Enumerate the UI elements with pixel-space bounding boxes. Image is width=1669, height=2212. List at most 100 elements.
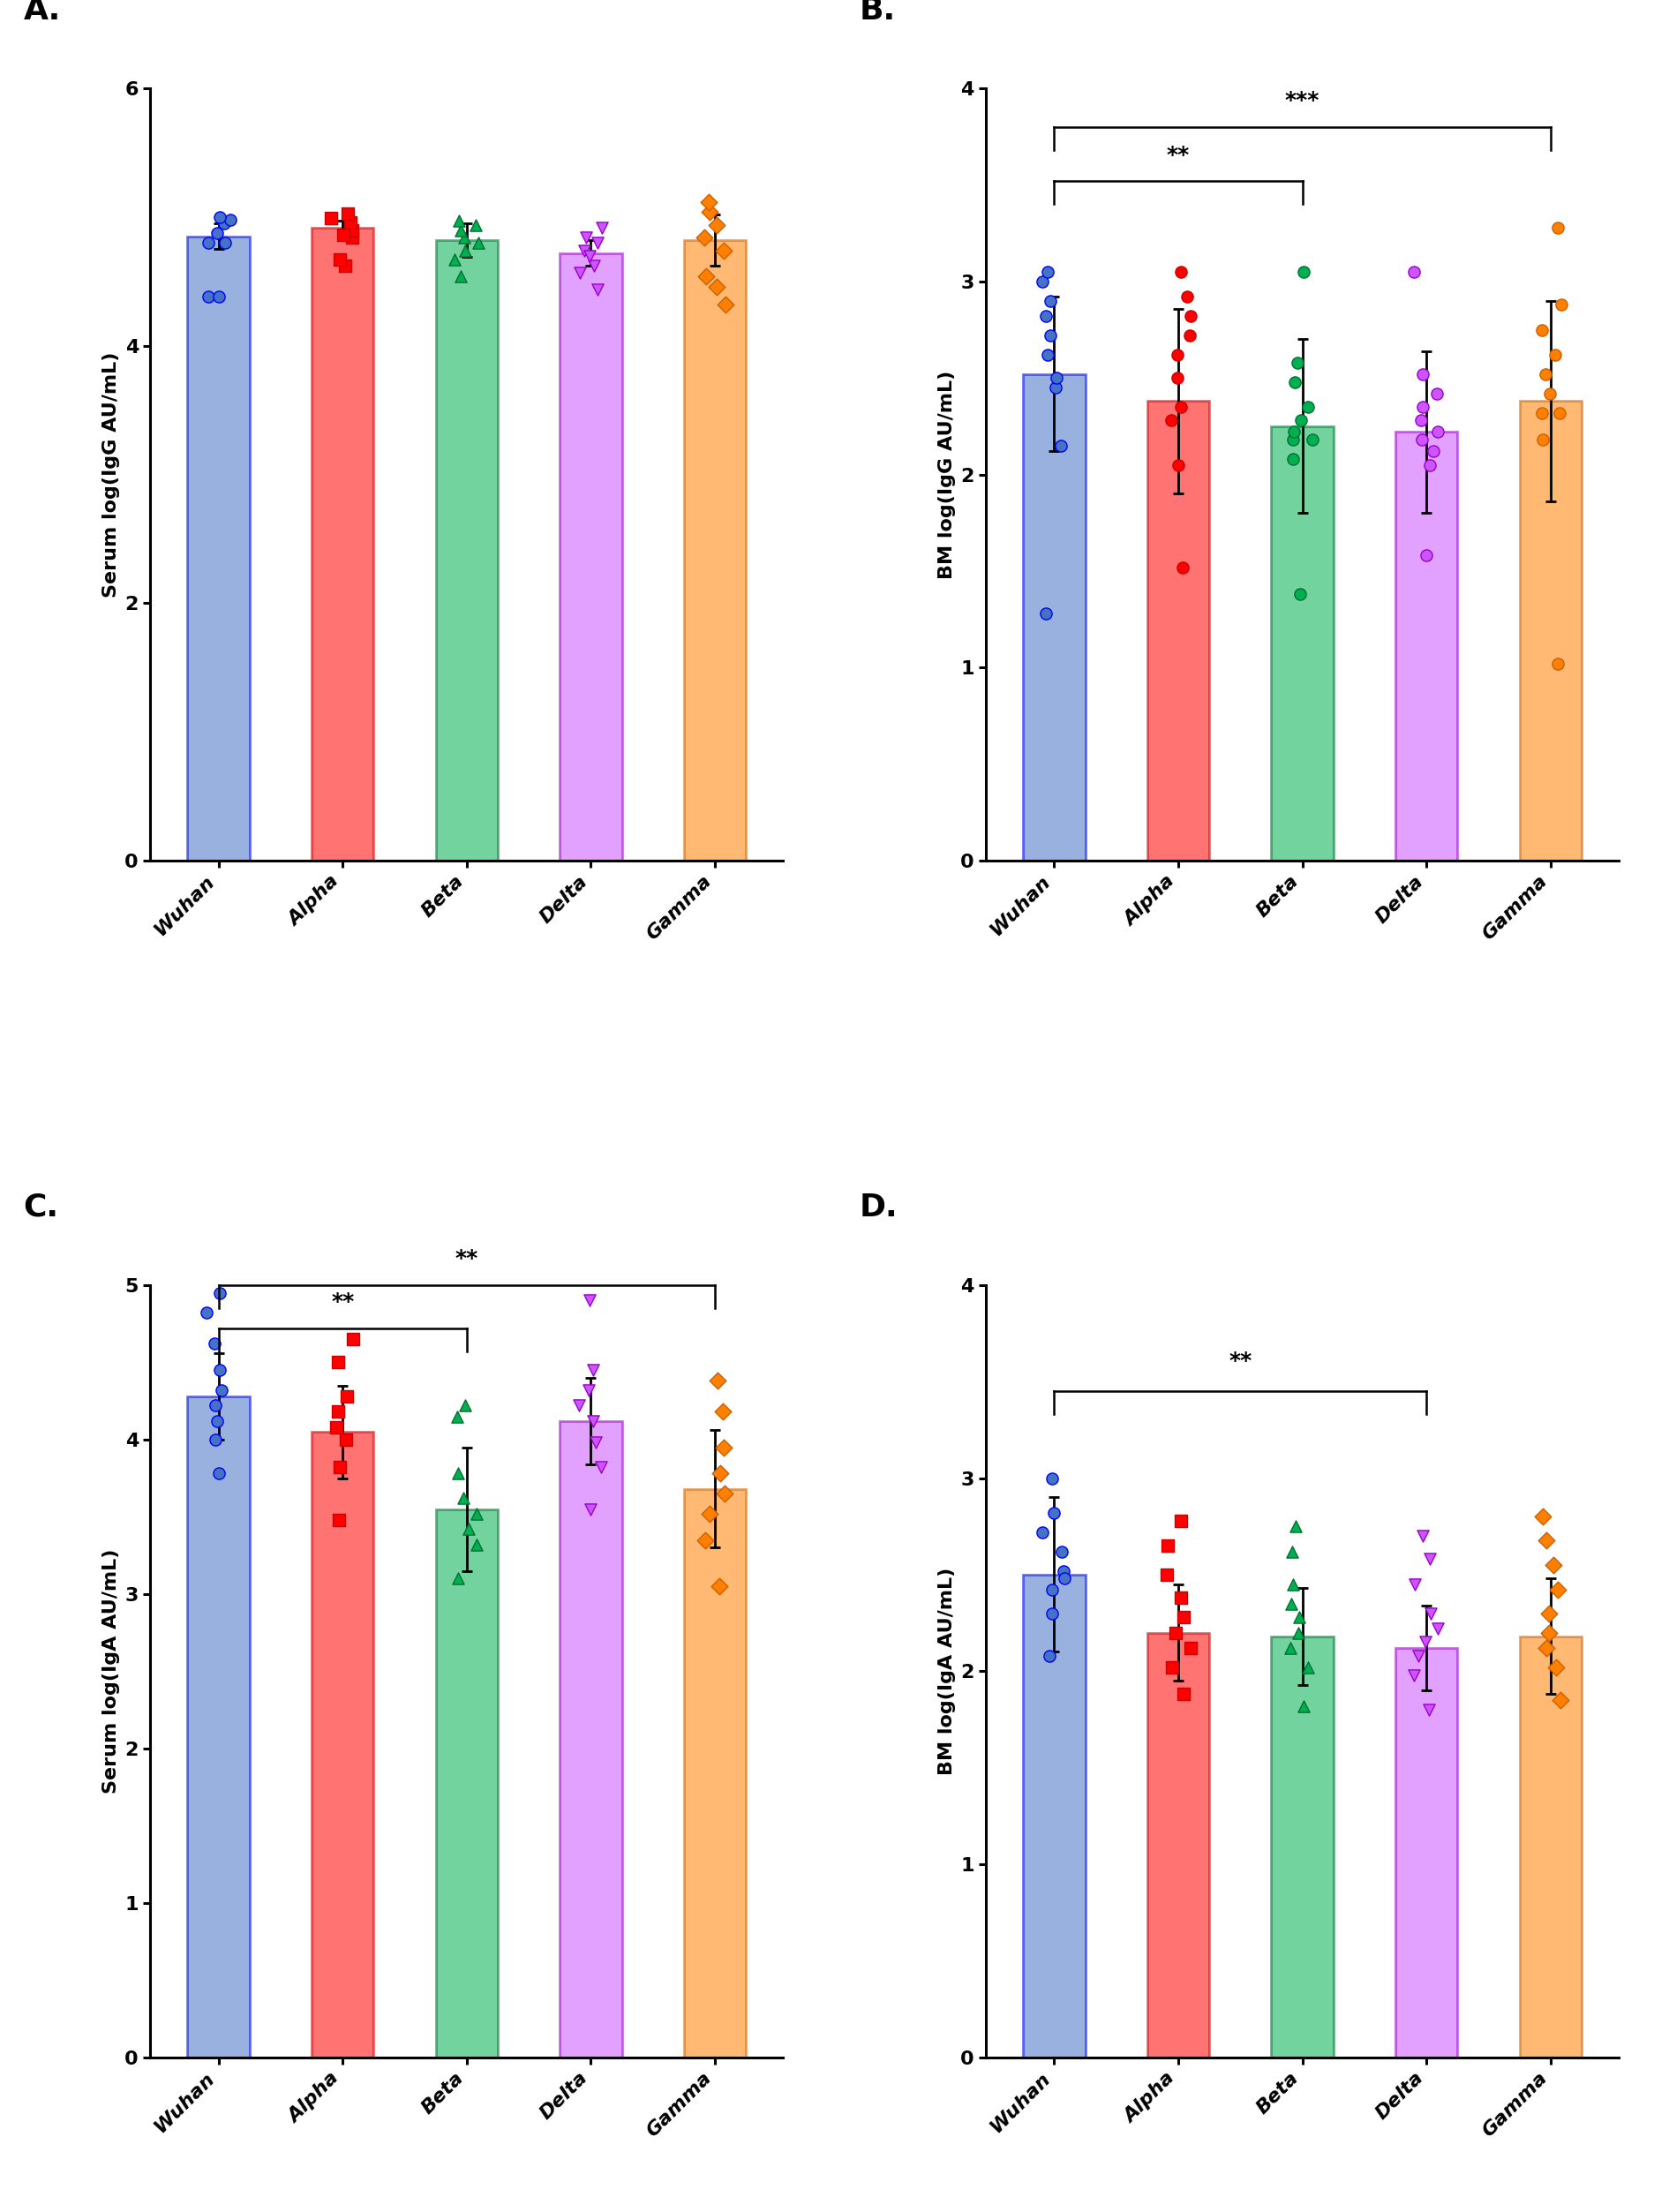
Point (1409, 1517, 1435, 1553)
Point (1278, 1533, 1305, 1568)
Point (1165, 447, 1192, 482)
Point (709, 1394, 736, 1429)
Point (1280, 422, 1307, 458)
Point (1290, 1688, 1317, 1723)
Point (444, 1398, 471, 1433)
Point (1167, 254, 1193, 290)
Point (317, 201, 344, 237)
Point (204, 1402, 230, 1438)
Point (1535, 1615, 1562, 1650)
Point (195, 226, 222, 261)
Point (713, 288, 739, 323)
Point (571, 232, 598, 268)
Point (1532, 356, 1559, 392)
Point (1290, 254, 1317, 290)
Point (212, 226, 239, 261)
Point (1173, 279, 1200, 314)
Point (1424, 1610, 1450, 1646)
Point (1530, 422, 1557, 458)
Point (1285, 1615, 1312, 1650)
Point (325, 1502, 352, 1537)
Point (337, 204, 364, 239)
Point (1400, 1657, 1427, 1692)
Point (1529, 312, 1556, 347)
Point (202, 1422, 229, 1458)
Point (1417, 1542, 1444, 1577)
Point (703, 208, 729, 243)
Point (447, 212, 474, 248)
Point (195, 279, 222, 314)
Bar (684, 1489, 746, 2057)
Point (339, 219, 366, 254)
Point (1036, 319, 1063, 354)
Point (703, 270, 729, 305)
Bar (1395, 1648, 1457, 2057)
Point (1420, 434, 1447, 469)
Point (711, 1475, 738, 1511)
Point (452, 1387, 479, 1422)
Point (202, 1387, 229, 1422)
Point (1295, 389, 1322, 425)
Point (462, 1526, 489, 1562)
Point (451, 219, 477, 254)
Point (711, 1429, 738, 1464)
Bar (312, 1431, 374, 2057)
Point (584, 226, 611, 261)
Point (1043, 361, 1070, 396)
Point (1278, 1586, 1305, 1621)
Point (708, 1455, 734, 1491)
Point (1402, 1566, 1429, 1601)
Point (334, 1378, 361, 1413)
Point (577, 1491, 604, 1526)
Point (207, 1274, 234, 1310)
Point (1542, 1650, 1569, 1686)
Y-axis label: BM log(IgA AU/mL): BM log(IgA AU/mL) (938, 1568, 956, 1774)
Bar (1023, 1575, 1085, 2057)
Point (587, 1449, 614, 1484)
Point (444, 1455, 471, 1491)
Point (1405, 1639, 1432, 1674)
Point (1285, 345, 1312, 380)
Point (1412, 1624, 1439, 1659)
Bar (1272, 1637, 1334, 2057)
Point (589, 210, 616, 246)
Point (1287, 403, 1314, 438)
Point (1030, 263, 1056, 299)
Point (1417, 1595, 1444, 1630)
Point (1532, 1522, 1559, 1557)
Point (696, 1495, 723, 1531)
Point (1050, 1553, 1077, 1588)
Point (1168, 389, 1195, 425)
Point (693, 259, 719, 294)
Point (1158, 403, 1185, 438)
Point (1168, 1579, 1195, 1615)
Bar (1272, 427, 1334, 860)
Point (696, 184, 723, 219)
Point (210, 206, 237, 241)
Bar (187, 237, 249, 860)
Point (1544, 646, 1571, 681)
Point (1036, 283, 1063, 319)
Point (217, 201, 244, 237)
Point (194, 1296, 220, 1332)
Point (1036, 1639, 1063, 1674)
Point (332, 1422, 359, 1458)
Bar (1147, 1632, 1210, 2057)
Point (452, 232, 479, 268)
Point (1545, 396, 1572, 431)
Point (205, 1455, 232, 1491)
Bar (1395, 431, 1457, 860)
Point (582, 1425, 609, 1460)
Point (204, 215, 230, 250)
Point (579, 1402, 606, 1438)
Point (324, 1345, 350, 1380)
Point (330, 217, 357, 252)
Point (1051, 1562, 1078, 1597)
Point (704, 1363, 731, 1398)
Point (691, 1522, 718, 1557)
Point (340, 1321, 367, 1356)
Point (1048, 1533, 1075, 1568)
Text: **: ** (1167, 144, 1190, 166)
Point (1165, 361, 1192, 396)
Point (205, 199, 232, 234)
